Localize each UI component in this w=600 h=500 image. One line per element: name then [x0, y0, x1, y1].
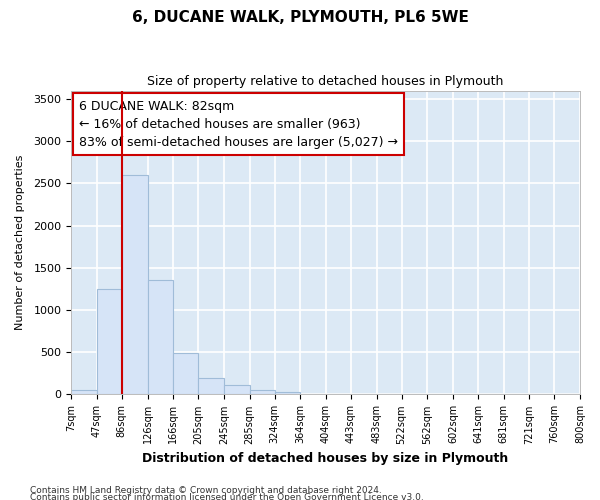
Bar — [173, 353, 198, 395]
Bar — [148, 280, 173, 394]
Bar — [250, 390, 275, 394]
Bar — [224, 385, 250, 394]
Text: 6 DUCANE WALK: 82sqm
← 16% of detached houses are smaller (963)
83% of semi-deta: 6 DUCANE WALK: 82sqm ← 16% of detached h… — [79, 100, 398, 148]
Bar — [275, 392, 300, 394]
X-axis label: Distribution of detached houses by size in Plymouth: Distribution of detached houses by size … — [142, 452, 509, 465]
Text: Contains HM Land Registry data © Crown copyright and database right 2024.: Contains HM Land Registry data © Crown c… — [30, 486, 382, 495]
Title: Size of property relative to detached houses in Plymouth: Size of property relative to detached ho… — [148, 75, 504, 88]
Bar — [71, 390, 97, 394]
Text: Contains public sector information licensed under the Open Government Licence v3: Contains public sector information licen… — [30, 494, 424, 500]
Bar — [97, 289, 122, 395]
Bar — [122, 175, 148, 394]
Bar — [198, 378, 224, 394]
Text: 6, DUCANE WALK, PLYMOUTH, PL6 5WE: 6, DUCANE WALK, PLYMOUTH, PL6 5WE — [131, 10, 469, 25]
Y-axis label: Number of detached properties: Number of detached properties — [15, 155, 25, 330]
